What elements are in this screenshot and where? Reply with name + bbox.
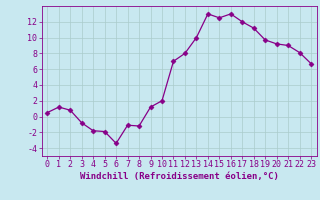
X-axis label: Windchill (Refroidissement éolien,°C): Windchill (Refroidissement éolien,°C) bbox=[80, 172, 279, 181]
